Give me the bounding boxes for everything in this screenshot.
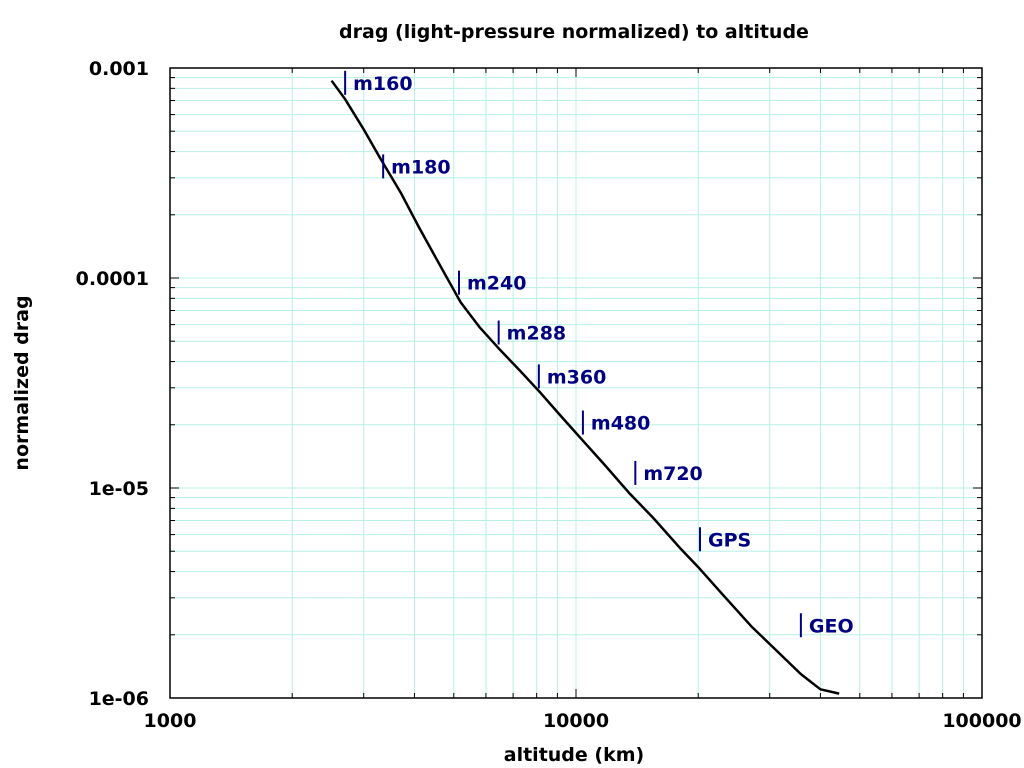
y-tick-labels: 0.001 0.0001 1e-05 1e-06 (76, 58, 149, 710)
annotation-label: m160 (353, 73, 412, 95)
annotation-label: GEO (809, 615, 854, 637)
drag-curve (330, 79, 840, 695)
chart-title: drag (light-pressure normalized) to alti… (339, 21, 809, 43)
grid (169, 68, 982, 699)
annotation-label: GPS (708, 529, 751, 551)
x-tick-label: 1000 (144, 710, 197, 732)
annotation-label: m240 (467, 273, 526, 295)
annotations: m160 m180 m240 m288 m360 m480 m720 GPS GEO (344, 70, 854, 638)
annotation-label: m360 (547, 366, 606, 388)
series-group (330, 79, 840, 695)
x-tick-labels: 1000 10000 100000 (144, 710, 1022, 732)
annotation-label: m180 (391, 156, 450, 178)
y-tick-label: 1e-06 (89, 688, 149, 710)
axis-ticks (169, 68, 982, 699)
y-axis-label: normalized drag (11, 295, 33, 470)
y-tick-label: 0.0001 (76, 268, 149, 290)
y-tick-label: 0.001 (89, 58, 149, 80)
x-tick-label: 100000 (942, 710, 1021, 732)
x-tick-label: 10000 (543, 710, 609, 732)
annotation-label: m720 (643, 463, 702, 485)
x-axis-label: altitude (km) (504, 744, 644, 766)
y-tick-label: 1e-05 (89, 478, 149, 500)
annotation-label: m480 (591, 413, 650, 435)
annotation-label: m288 (507, 323, 566, 345)
